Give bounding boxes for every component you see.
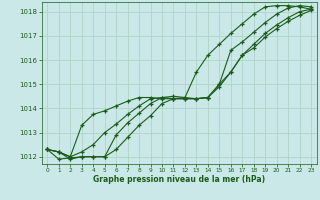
X-axis label: Graphe pression niveau de la mer (hPa): Graphe pression niveau de la mer (hPa) — [93, 175, 265, 184]
